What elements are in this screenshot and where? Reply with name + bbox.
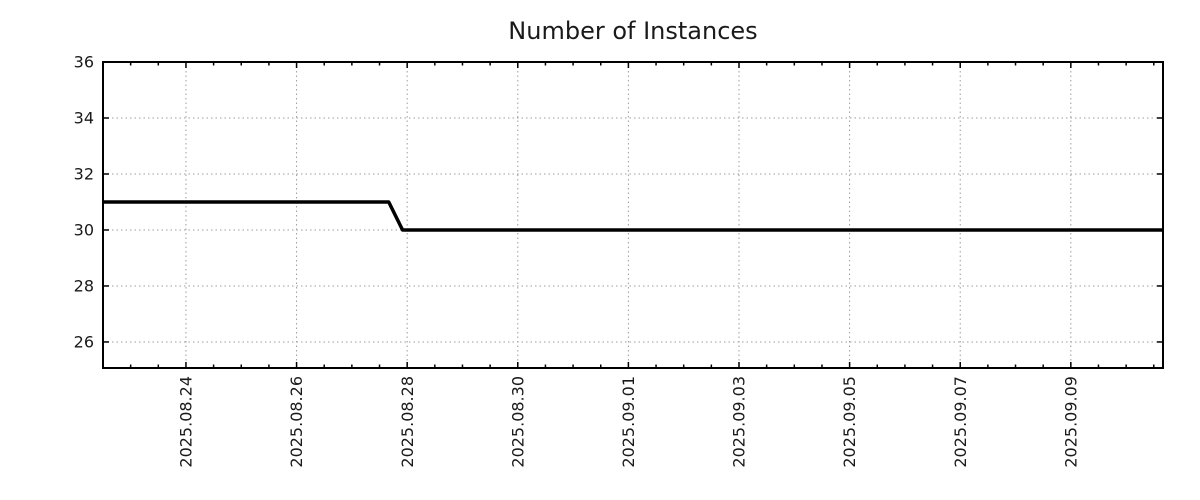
y-axis-label: 26	[74, 333, 94, 352]
x-axis-label: 2025.08.26	[287, 376, 306, 468]
y-axis-label: 30	[74, 221, 94, 240]
x-axis-label: 2025.08.24	[177, 376, 196, 468]
x-axis-label: 2025.09.05	[840, 376, 859, 468]
plot-border	[102, 61, 1164, 369]
x-axis-label: 2025.08.30	[508, 376, 527, 468]
x-axis-label: 2025.09.09	[1061, 376, 1080, 468]
chart-title: Number of Instances	[508, 17, 757, 45]
axis-labels: 26 28 30 32 34 36 2025.08.24 2025.08.26 2025.08.…	[74, 53, 1081, 468]
axis-ticks	[103, 61, 1163, 368]
x-axis-label: 2025.09.07	[951, 376, 970, 468]
y-axis-label: 28	[74, 277, 94, 296]
y-axis-label: 32	[74, 165, 94, 184]
x-axis-label: 2025.09.01	[619, 376, 638, 468]
y-axis-label: 36	[74, 53, 94, 72]
y-axis-label: 34	[74, 109, 94, 128]
series-line-instances	[103, 200, 1163, 232]
x-axis-label: 2025.09.03	[730, 376, 749, 468]
gridlines	[103, 62, 1163, 368]
x-axis-label: 2025.08.28	[398, 376, 417, 468]
data-series	[103, 200, 1163, 232]
